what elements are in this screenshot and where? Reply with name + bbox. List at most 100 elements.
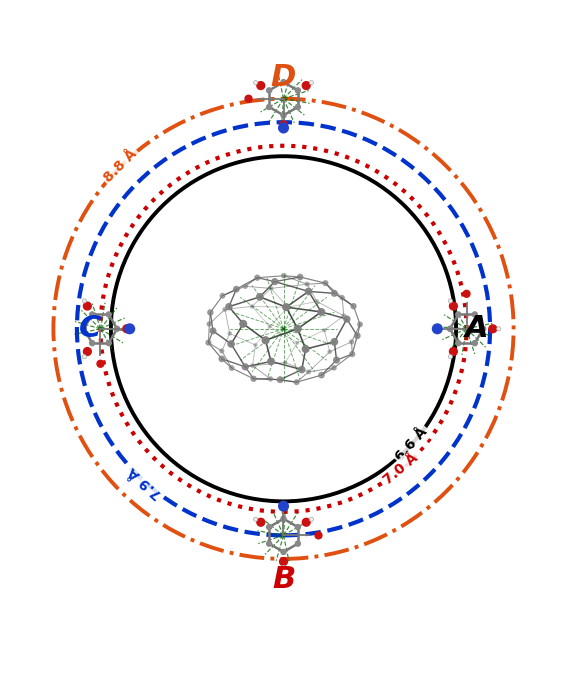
Circle shape <box>295 541 301 546</box>
Circle shape <box>281 80 286 84</box>
Circle shape <box>328 350 332 354</box>
Circle shape <box>220 349 224 353</box>
Circle shape <box>296 341 299 344</box>
Circle shape <box>450 302 458 310</box>
Circle shape <box>254 343 257 347</box>
Circle shape <box>358 322 362 327</box>
Circle shape <box>302 82 310 89</box>
Circle shape <box>90 312 95 317</box>
Circle shape <box>208 310 213 315</box>
Circle shape <box>307 370 311 374</box>
Circle shape <box>242 364 248 370</box>
Text: D: D <box>271 64 296 93</box>
Circle shape <box>266 88 272 93</box>
Circle shape <box>130 327 135 331</box>
Circle shape <box>210 328 216 334</box>
Circle shape <box>257 518 265 526</box>
Circle shape <box>351 304 356 309</box>
Circle shape <box>90 341 95 345</box>
Circle shape <box>286 306 289 309</box>
Circle shape <box>230 366 234 370</box>
Text: 7.9 Å: 7.9 Å <box>126 464 165 501</box>
Circle shape <box>295 88 301 93</box>
Circle shape <box>448 355 452 359</box>
Circle shape <box>257 293 263 300</box>
Circle shape <box>350 340 354 344</box>
Circle shape <box>497 327 501 331</box>
Circle shape <box>228 341 234 347</box>
Circle shape <box>282 274 286 278</box>
Circle shape <box>340 295 344 299</box>
Circle shape <box>206 340 211 345</box>
Text: 7.0 Å: 7.0 Å <box>381 451 421 487</box>
Text: 8.8 Å: 8.8 Å <box>101 147 140 185</box>
Circle shape <box>82 327 86 331</box>
Circle shape <box>251 377 256 381</box>
Circle shape <box>97 360 104 367</box>
Circle shape <box>281 129 286 133</box>
Circle shape <box>277 377 283 383</box>
Circle shape <box>332 366 336 370</box>
Circle shape <box>481 327 485 331</box>
Circle shape <box>266 105 272 110</box>
Text: A: A <box>465 314 489 343</box>
Circle shape <box>106 341 111 345</box>
Circle shape <box>83 347 91 356</box>
Circle shape <box>240 320 247 327</box>
Circle shape <box>266 541 272 546</box>
Circle shape <box>323 281 328 285</box>
Circle shape <box>294 325 301 332</box>
Circle shape <box>106 312 111 317</box>
Circle shape <box>83 302 91 310</box>
Circle shape <box>245 95 252 102</box>
Circle shape <box>350 352 355 356</box>
Circle shape <box>268 358 274 364</box>
Circle shape <box>433 324 442 334</box>
Circle shape <box>315 299 319 303</box>
Circle shape <box>283 304 290 310</box>
Circle shape <box>489 325 497 333</box>
Circle shape <box>269 287 273 290</box>
Circle shape <box>219 356 225 362</box>
Text: 6.6 Å: 6.6 Å <box>393 425 430 464</box>
Circle shape <box>310 517 314 521</box>
Circle shape <box>82 355 86 359</box>
Circle shape <box>331 339 337 345</box>
Circle shape <box>278 123 289 132</box>
Circle shape <box>220 293 225 298</box>
Circle shape <box>243 285 247 289</box>
Circle shape <box>281 113 286 118</box>
Circle shape <box>226 304 232 310</box>
Circle shape <box>456 312 461 317</box>
Circle shape <box>333 357 340 363</box>
Circle shape <box>354 333 360 339</box>
Circle shape <box>298 274 303 280</box>
Circle shape <box>278 502 289 511</box>
Circle shape <box>302 518 310 526</box>
Circle shape <box>268 377 273 381</box>
Circle shape <box>125 324 134 334</box>
Circle shape <box>251 305 253 308</box>
Circle shape <box>294 380 299 385</box>
Circle shape <box>228 332 231 335</box>
Circle shape <box>281 566 286 570</box>
Circle shape <box>302 345 309 352</box>
Circle shape <box>318 309 324 315</box>
Circle shape <box>299 366 305 372</box>
Circle shape <box>472 312 477 317</box>
Circle shape <box>280 558 287 566</box>
Circle shape <box>450 347 458 356</box>
Circle shape <box>281 516 286 521</box>
Circle shape <box>295 525 301 529</box>
Circle shape <box>255 275 260 280</box>
Circle shape <box>284 361 287 364</box>
Circle shape <box>463 291 470 297</box>
Circle shape <box>344 316 350 322</box>
Circle shape <box>253 517 257 521</box>
Circle shape <box>223 308 227 311</box>
Circle shape <box>268 325 271 328</box>
Circle shape <box>472 341 477 345</box>
Circle shape <box>262 337 269 343</box>
Circle shape <box>305 283 309 286</box>
Circle shape <box>207 322 211 326</box>
